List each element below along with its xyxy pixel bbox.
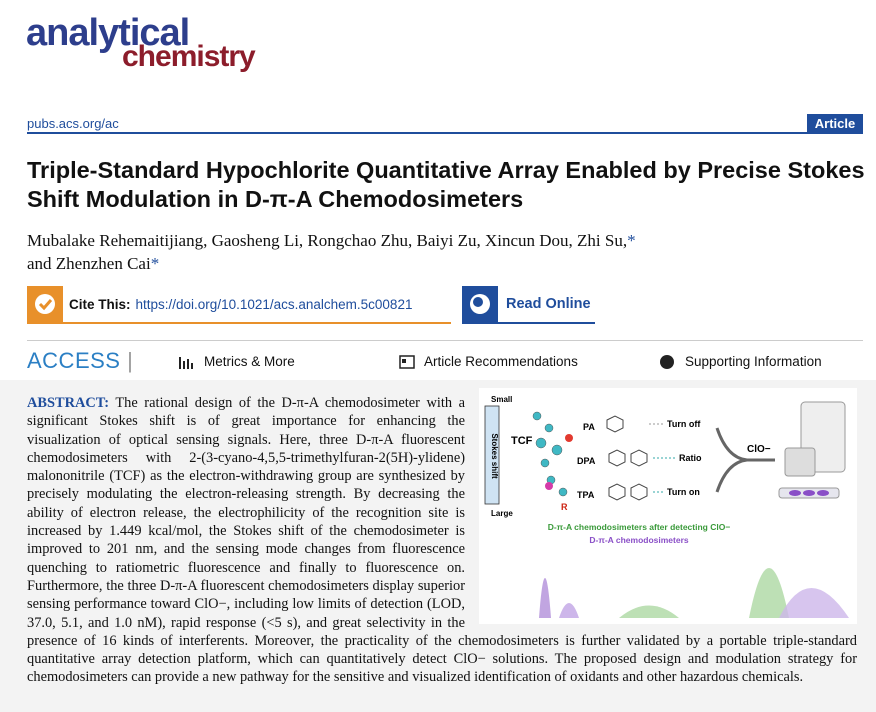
graphic-shape	[545, 482, 553, 490]
article-type: Article	[807, 114, 863, 133]
graphic-label: ClO−	[747, 444, 771, 455]
author-list[interactable]: and Zhenzhen Cai	[27, 254, 151, 273]
graphic-shape	[484, 405, 500, 505]
graphic-shape	[532, 411, 568, 497]
icon	[399, 354, 415, 369]
graphic-shape	[479, 388, 857, 624]
graphic-shape	[784, 447, 816, 477]
link-text[interactable]: Supporting Information	[685, 354, 822, 369]
graphic-label: Small	[491, 395, 512, 404]
graphic-shape	[817, 490, 829, 496]
graphic-shape	[749, 568, 789, 618]
graphic-label: Turn off	[667, 419, 701, 429]
cite-icon	[27, 286, 63, 322]
graphic-caption: D-π-A chemodosimeters after detecting Cl…	[548, 522, 731, 532]
graphic-shape	[608, 483, 626, 501]
toc-graphic: Small Stokes shift Large TCF R PA DPA TP…	[479, 388, 857, 624]
graphic-shape	[551, 444, 563, 456]
graphic-label: TCF	[511, 435, 533, 447]
graphic-label: TPA	[577, 490, 595, 500]
abstract: Small Stokes shift Large TCF R PA DPA TP…	[27, 388, 857, 687]
abstract-text: The rational design of the D-π-A chemodo…	[27, 395, 857, 686]
graphic-shape	[779, 588, 849, 618]
graphic-shape	[539, 578, 551, 618]
access-text: ACCESS	[27, 348, 121, 373]
graphic-shape	[606, 415, 648, 501]
graphic-shape	[544, 423, 554, 433]
rule	[27, 132, 863, 134]
doi-link[interactable]: https://doi.org/10.1021/acs.analchem.5c0…	[135, 296, 413, 312]
journal-name: chemistry	[122, 40, 256, 73]
graphic-shape	[35, 294, 55, 314]
graphic-label: Ratio	[679, 453, 702, 463]
graphic-shape	[38, 299, 53, 311]
graphic-shape	[789, 490, 801, 496]
graphic-shape	[558, 487, 568, 497]
graphic-label: Stokes shift	[490, 433, 499, 479]
graphic-shape	[715, 427, 775, 493]
graphic-shape	[619, 605, 679, 618]
corresponding-mark[interactable]: *	[627, 231, 636, 250]
graphic-label: Large	[491, 509, 513, 518]
graphic-shape	[630, 449, 648, 467]
graphic-shape	[559, 603, 579, 618]
graphic-shape	[473, 297, 483, 307]
graphic-shape	[179, 356, 181, 369]
graphic-label: DPA	[577, 456, 596, 466]
graphic-shape	[606, 415, 624, 433]
graphic-shape	[535, 437, 547, 449]
graphic-shape	[187, 358, 189, 369]
graphic-shape	[660, 354, 674, 369]
graphic-shape	[803, 490, 815, 496]
corresponding-mark[interactable]: *	[150, 254, 160, 273]
recommendations-link[interactable]: Article Recommendations	[399, 354, 578, 369]
graphic-label: PA	[583, 422, 595, 432]
graphic-label: Turn on	[667, 487, 700, 497]
graphic-shape	[540, 458, 550, 468]
article-title: Triple-Standard Hypochlorite Quantitativ…	[27, 157, 865, 212]
icon	[179, 356, 193, 369]
abstract-label: ABSTRACT:	[27, 395, 110, 411]
graphic-caption: D-π-A chemodosimeters	[589, 535, 689, 545]
journal-name: analytical	[26, 12, 190, 54]
graphic-shape	[402, 358, 406, 363]
read-online-label[interactable]: Read Online	[506, 296, 591, 312]
author-list[interactable]: Mubalake Rehemaitijiang, Gaosheng Li, Ro…	[27, 231, 628, 250]
cite-label: Cite This:	[69, 296, 131, 312]
graphic-shape	[399, 354, 415, 369]
read-online[interactable]: Read Online	[462, 286, 595, 324]
graphic-shape	[608, 449, 626, 467]
graphic-shape	[565, 434, 573, 442]
graphic-label: R	[561, 502, 568, 512]
graphic-shape	[183, 360, 185, 369]
graphic-shape	[532, 411, 542, 421]
divider	[27, 340, 863, 341]
link-text[interactable]: Article Recommendations	[424, 354, 578, 369]
authors: Mubalake Rehemaitijiang, Gaosheng Li, Ro…	[27, 229, 827, 275]
link-text[interactable]: Metrics & More	[204, 354, 295, 369]
supporting-link[interactable]: Supporting Information	[660, 354, 822, 369]
journal-url[interactable]: pubs.acs.org/ac	[27, 116, 119, 131]
graphic-shape	[191, 362, 193, 369]
cite-box: Cite This: https://doi.org/10.1021/acs.an…	[27, 286, 451, 324]
icon	[660, 354, 674, 369]
access-label: ACCESS |	[27, 348, 134, 373]
graphic-shape	[630, 483, 648, 501]
metrics-link[interactable]: Metrics & More	[179, 354, 295, 369]
globe-icon	[462, 286, 498, 322]
